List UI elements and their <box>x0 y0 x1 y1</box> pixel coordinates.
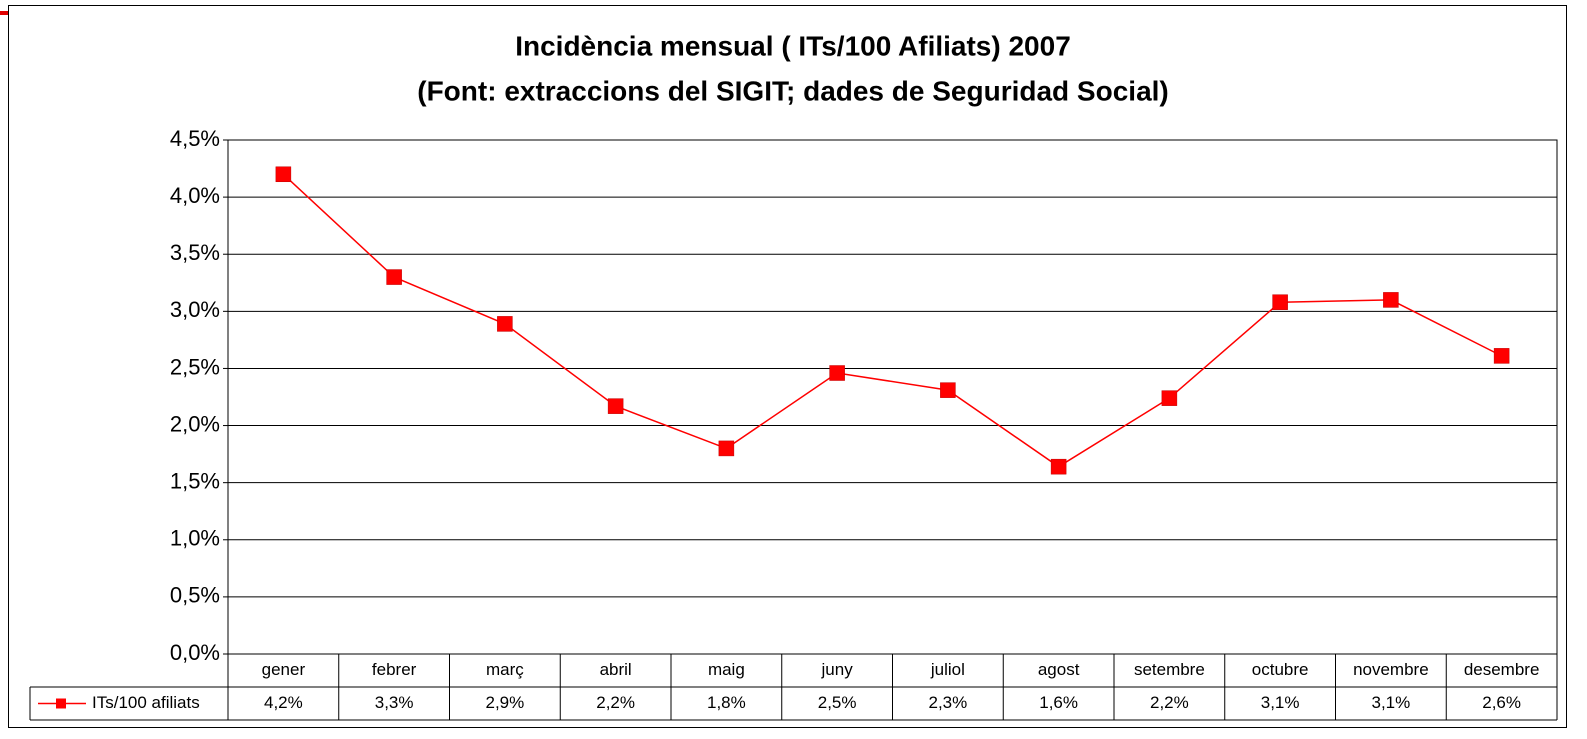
x-tick-label: febrer <box>372 660 417 679</box>
data-point <box>829 365 845 381</box>
x-tick-label: novembre <box>1353 660 1429 679</box>
y-tick-label: 1,5% <box>170 468 220 493</box>
y-tick-label: 2,5% <box>170 354 220 379</box>
data-table-value: 4,2% <box>264 693 303 712</box>
series-line <box>282 173 1502 468</box>
data-point <box>1161 390 1178 406</box>
data-point <box>1383 292 1399 308</box>
data-point <box>940 382 956 398</box>
y-tick-label: 3,5% <box>170 240 220 265</box>
x-tick-label: juliol <box>930 660 965 679</box>
x-tick-label: juny <box>821 660 854 679</box>
decoration <box>0 11 8 15</box>
x-tick-label: maig <box>708 660 745 679</box>
x-tick-label: gener <box>262 660 306 679</box>
data-point <box>497 316 513 332</box>
data-table-value: 1,8% <box>707 693 746 712</box>
x-tick-label: setembre <box>1134 660 1205 679</box>
data-point <box>386 269 402 285</box>
y-tick-label: 4,0% <box>170 183 220 208</box>
data-table-value: 1,6% <box>1039 693 1078 712</box>
data-table-value: 2,3% <box>929 693 968 712</box>
y-tick-label: 2,0% <box>170 411 220 436</box>
data-point <box>1272 294 1288 310</box>
chart-frame <box>8 5 1567 728</box>
legend-label: ITs/100 afiliats <box>92 693 200 712</box>
y-tick-label: 1,0% <box>170 526 220 551</box>
y-tick-label: 0,0% <box>170 640 220 665</box>
data-table-value: 2,2% <box>596 693 635 712</box>
data-point <box>718 440 735 457</box>
data-table-value: 3,1% <box>1261 693 1300 712</box>
data-point <box>275 166 292 183</box>
x-tick-label: octubre <box>1252 660 1309 679</box>
y-tick-label: 4,5% <box>170 126 220 151</box>
data-table-value: 2,2% <box>1150 693 1189 712</box>
data-table-value: 2,5% <box>818 693 857 712</box>
chart-title: Incidència mensual ( ITs/100 Afiliats) 2… <box>515 30 1071 61</box>
chart-subtitle: (Font: extraccions del SIGIT; dades de S… <box>417 75 1169 106</box>
data-table-value: 2,6% <box>1482 693 1521 712</box>
y-tick-label: 3,0% <box>170 297 220 322</box>
x-tick-label: agost <box>1038 660 1080 679</box>
x-tick-label: abril <box>600 660 632 679</box>
data-point <box>1493 348 1510 364</box>
legend-marker <box>56 698 66 709</box>
data-table-value: 3,3% <box>375 693 414 712</box>
data-point <box>1050 458 1067 475</box>
x-tick-label: març <box>486 660 524 679</box>
data-table-value: 2,9% <box>486 693 525 712</box>
data-point <box>607 398 624 414</box>
data-table-value: 3,1% <box>1372 693 1411 712</box>
x-tick-label: desembre <box>1464 660 1540 679</box>
y-tick-label: 0,5% <box>170 583 220 608</box>
